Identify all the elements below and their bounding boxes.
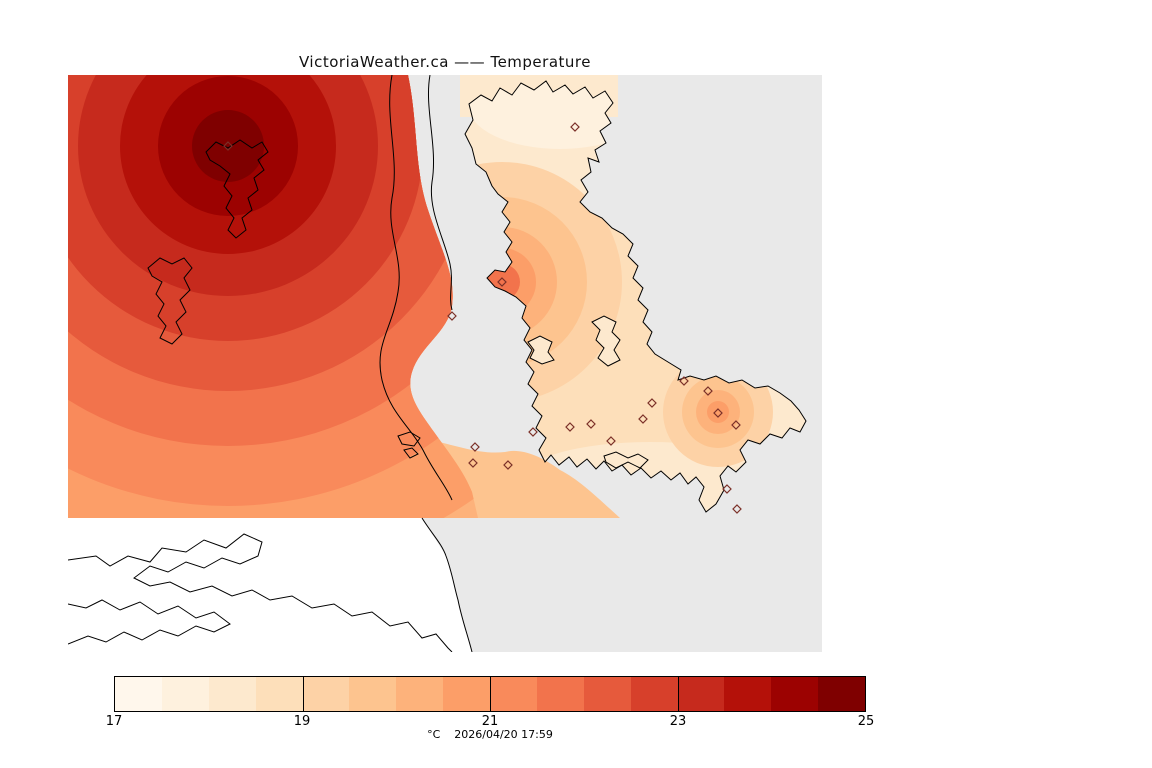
colorbar-tick-label: 17 <box>105 714 123 729</box>
map-title: VictoriaWeather.ca —— Temperature <box>299 53 591 71</box>
inlet-west-shore <box>379 75 453 501</box>
colorbar-ticks: 17 19 21 23 25 <box>106 714 875 730</box>
nodata-region <box>68 518 472 652</box>
colorbar-caption: °C 2026/04/20 17:59 <box>114 728 866 741</box>
colorbar-segment <box>818 677 865 711</box>
colorbar-segment <box>724 677 772 711</box>
station-markers <box>223 122 742 514</box>
colorbar-segment <box>255 677 303 711</box>
colorbar-tick-label: 25 <box>857 714 875 729</box>
small-island-4 <box>403 447 419 459</box>
station-marker <box>606 436 616 446</box>
station-marker <box>447 311 457 321</box>
island-coastline <box>464 80 807 513</box>
colorbar-segment <box>677 677 725 711</box>
colorbar-segment <box>302 677 350 711</box>
station-marker <box>503 460 513 470</box>
colorbar-segment <box>115 677 162 711</box>
colorbar-segment <box>161 677 209 711</box>
station-marker <box>468 458 478 468</box>
south-coastline <box>68 533 453 652</box>
station-marker <box>570 122 580 132</box>
station-marker <box>647 398 657 408</box>
station-marker <box>722 484 732 494</box>
inlet-east-shore <box>427 75 453 311</box>
colorbar-tick-label: 19 <box>293 714 311 729</box>
station-marker <box>732 504 742 514</box>
station-marker <box>586 419 596 429</box>
colorbar-segment <box>536 677 584 711</box>
station-marker <box>713 408 723 418</box>
colorbar-segment <box>208 677 256 711</box>
colorbar-segment <box>630 677 678 711</box>
station-marker <box>638 414 648 424</box>
small-island-2 <box>591 315 621 367</box>
small-island-1 <box>527 335 555 365</box>
small-island-3 <box>397 431 421 447</box>
colorbar-segment <box>771 677 819 711</box>
colorbar <box>114 676 866 712</box>
timestamp-label: 2026/04/20 17:59 <box>454 728 553 741</box>
colorbar-segment <box>583 677 631 711</box>
unit-label: °C <box>427 728 441 741</box>
station-marker <box>497 277 507 287</box>
colorbar-segment <box>490 677 537 711</box>
station-marker <box>679 376 689 386</box>
station-marker <box>703 386 713 396</box>
colorbar-tick-label: 23 <box>669 714 687 729</box>
west-island-outline <box>147 257 193 345</box>
hotspot-island-outline <box>205 139 269 239</box>
colorbar-segment <box>396 677 444 711</box>
harbour-outline <box>603 451 649 469</box>
station-marker <box>528 427 538 437</box>
nodata-coastline <box>421 517 473 652</box>
colorbar-tick-line <box>302 677 304 711</box>
colorbar-tick-line <box>490 677 491 711</box>
station-marker <box>223 141 233 151</box>
south-coastline-2 <box>68 599 231 645</box>
colorbar-tick-label: 21 <box>481 714 499 729</box>
station-marker <box>731 420 741 430</box>
station-marker <box>565 422 575 432</box>
station-marker <box>470 442 480 452</box>
colorbar-tick-line <box>677 677 679 711</box>
colorbar-segment <box>349 677 397 711</box>
colorbar-segment <box>443 677 490 711</box>
